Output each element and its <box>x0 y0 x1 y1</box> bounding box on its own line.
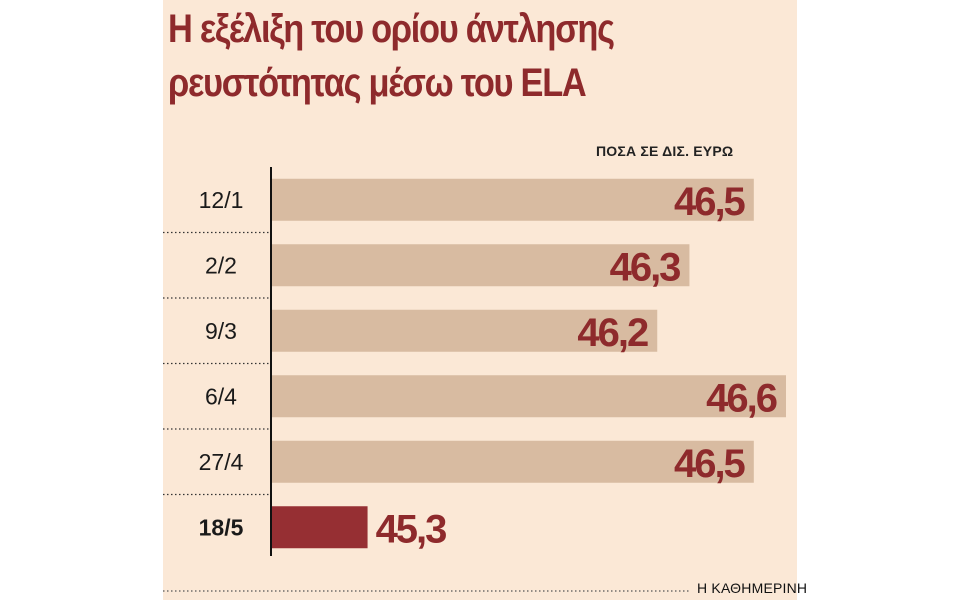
bar-6-4 <box>272 375 786 418</box>
category-labels: 12/1 2/2 9/3 6/4 27/4 18/5 <box>199 187 244 541</box>
category-label-6-4: 6/4 <box>205 383 237 409</box>
bar-27-4 <box>272 440 754 483</box>
bars <box>272 178 786 549</box>
value-label-9-3: 46,2 <box>577 311 648 355</box>
value-label-2-2: 46,3 <box>610 245 681 289</box>
bar-2-2 <box>272 244 690 287</box>
source-credit: Η ΚΑΘΗΜΕΡΙΝΗ <box>697 580 808 596</box>
bar-9-3 <box>272 309 658 352</box>
category-label-27-4: 27/4 <box>199 449 244 475</box>
chart-title: Η εξέλιξη του ορίου άντλησης ρευστότητας… <box>168 7 615 105</box>
bar-18-5 <box>272 506 368 549</box>
unit-label: ΠΟΣΑ ΣΕ ΔΙΣ. ΕΥΡΩ <box>596 143 734 159</box>
value-label-27-4: 46,5 <box>674 442 746 486</box>
bar-12-1 <box>272 178 754 221</box>
category-label-2-2: 2/2 <box>205 252 237 278</box>
category-label-9-3: 9/3 <box>205 318 237 344</box>
value-label-18-5: 45,3 <box>376 507 447 551</box>
chart-panel <box>163 0 797 600</box>
value-labels: 46,5 46,3 46,2 46,6 46,5 45,3 <box>376 180 779 552</box>
value-label-12-1: 46,5 <box>674 180 746 224</box>
value-label-6-4: 46,6 <box>706 376 777 420</box>
category-label-12-1: 12/1 <box>199 187 244 213</box>
category-label-18-5: 18/5 <box>199 514 244 540</box>
